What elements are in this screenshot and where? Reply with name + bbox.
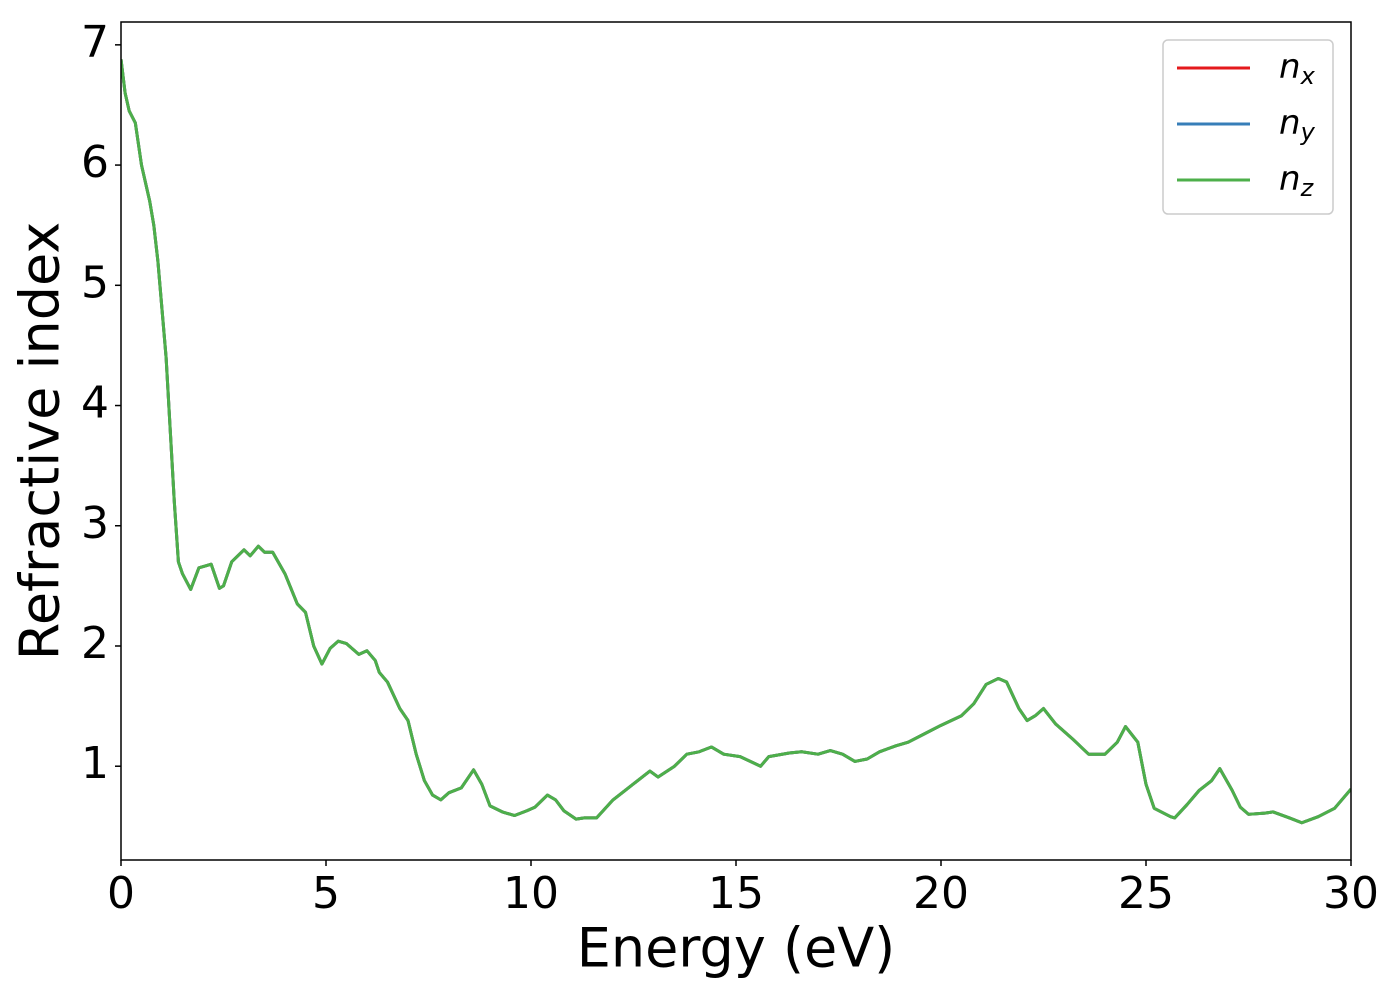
x-tick-label: 20 — [913, 868, 969, 919]
legend-label: nz — [1279, 159, 1315, 203]
data-line — [121, 59, 1351, 825]
x-tick-label: 0 — [107, 868, 135, 919]
y-tick-label: 3 — [81, 498, 109, 549]
legend-box — [1162, 39, 1334, 215]
y-tick-label: 6 — [81, 137, 109, 188]
x-tick-label: 10 — [503, 868, 559, 919]
y-axis-label: Refractive index — [9, 222, 72, 661]
y-tick-label: 7 — [81, 17, 109, 68]
x-tick-label: 25 — [1118, 868, 1174, 919]
legend-label: nx — [1279, 47, 1316, 91]
y-tick-label: 4 — [81, 378, 109, 429]
x-tick-label: 15 — [708, 868, 764, 919]
x-axis-label: Energy (eV) — [577, 917, 896, 980]
y-tick-label: 5 — [81, 257, 109, 308]
y-tick-label: 1 — [81, 738, 109, 789]
plot-frame — [120, 21, 1352, 861]
x-tick-label: 30 — [1323, 868, 1379, 919]
x-tick-label: 5 — [312, 868, 340, 919]
y-tick-label: 2 — [81, 618, 109, 669]
legend-label: ny — [1279, 103, 1316, 147]
